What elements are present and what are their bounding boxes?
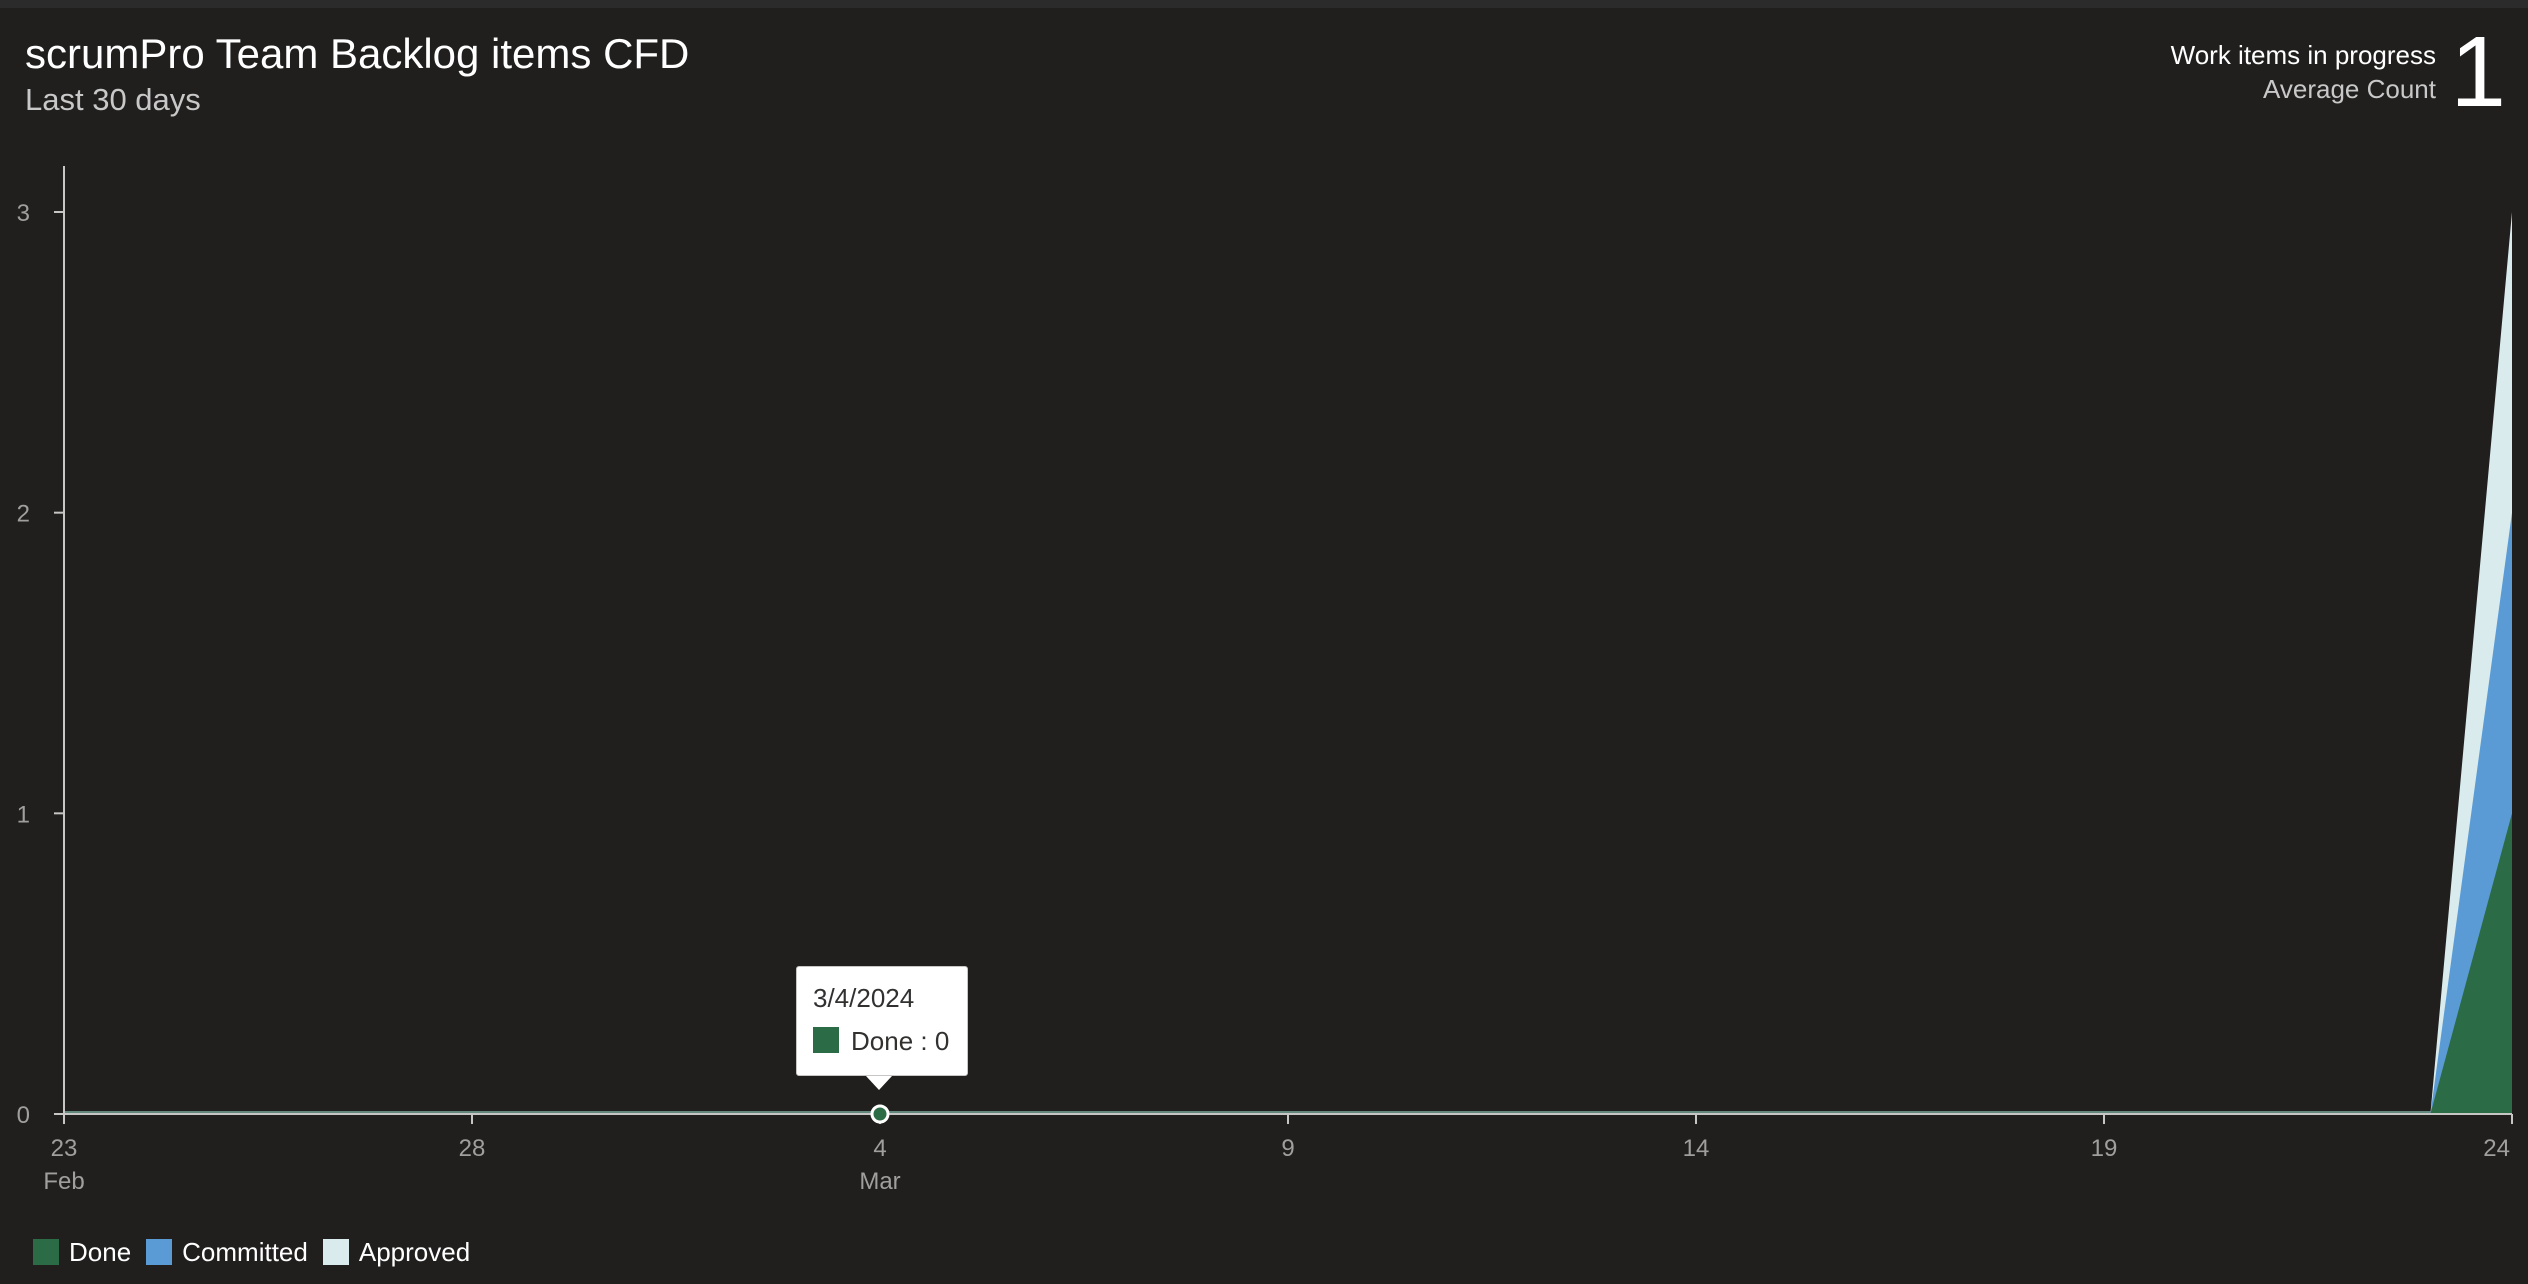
y-axis-ticks: 0 1 2 3 [17,200,64,1129]
legend-item-committed[interactable]: Committed [146,1237,308,1268]
tooltip-arrow [866,1076,892,1090]
tooltip-date: 3/4/2024 [813,983,915,1013]
x-tick-label: 9 [1281,1135,1294,1162]
legend-label: Done [69,1236,132,1267]
y-tick-label: 3 [17,200,30,227]
legend-label: Committed [182,1236,308,1267]
legend-swatch [33,1239,59,1265]
legend-label: Approved [358,1236,471,1267]
x-axis-ticks: 23 Feb 28 4 Mar 9 14 19 24 [43,1114,2513,1195]
kpi-value: 1 [2450,16,2506,128]
x-tick-label: 23 [51,1135,78,1162]
chart-legend: Done Committed Approved [33,1234,485,1270]
hover-point-marker[interactable] [870,1104,890,1124]
tooltip-swatch [813,1027,839,1053]
legend-item-approved[interactable]: Approved [322,1236,471,1268]
x-tick-label: 28 [459,1135,486,1162]
y-tick-label: 1 [17,801,30,828]
x-tick-label: 19 [2091,1135,2118,1162]
series-area-done[interactable] [64,813,2512,1114]
x-tick-month-label: Feb [43,1168,84,1195]
chart-title: scrumPro Team Backlog items CFD [25,30,690,77]
series-area-committed[interactable] [64,512,2512,1114]
kpi-label: Work items in progress [2170,40,2436,70]
x-tick-label: 4 [873,1135,886,1162]
y-tick-label: 2 [17,501,30,528]
top-border [0,0,2528,8]
chart-subtitle: Last 30 days [25,82,201,117]
tooltip: 3/4/2024 Done : 0 [796,966,968,1076]
legend-item-done[interactable]: Done [33,1237,131,1268]
chart-areas [64,212,2512,1114]
legend-swatch [322,1239,349,1265]
x-tick-month-label: Mar [859,1168,900,1195]
y-tick-label: 0 [17,1102,30,1129]
kpi-sublabel: Average Count [2263,74,2436,104]
x-tick-label: 14 [1683,1135,1710,1162]
series-area-approved[interactable] [64,212,2512,1114]
x-tick-label: 24 [2483,1135,2510,1162]
tooltip-series-value: Done : 0 [851,1026,950,1056]
legend-swatch [146,1239,173,1265]
